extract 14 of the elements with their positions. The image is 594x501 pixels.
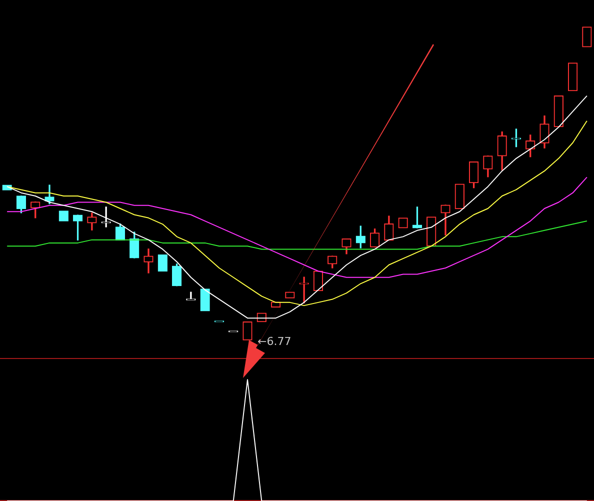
candlestick [426,216,436,246]
candlestick [554,95,564,128]
candlestick [454,184,464,210]
candlestick [270,302,281,308]
candlestick [568,62,578,92]
candlestick [186,292,196,300]
candlestick [313,270,324,292]
candlestick [299,276,309,304]
candlestick [144,248,154,274]
candlestick [200,288,210,312]
annotation: ←6.77 [258,334,292,348]
candlestick [101,206,111,228]
candlestick [242,322,252,340]
candlestick [158,254,168,272]
